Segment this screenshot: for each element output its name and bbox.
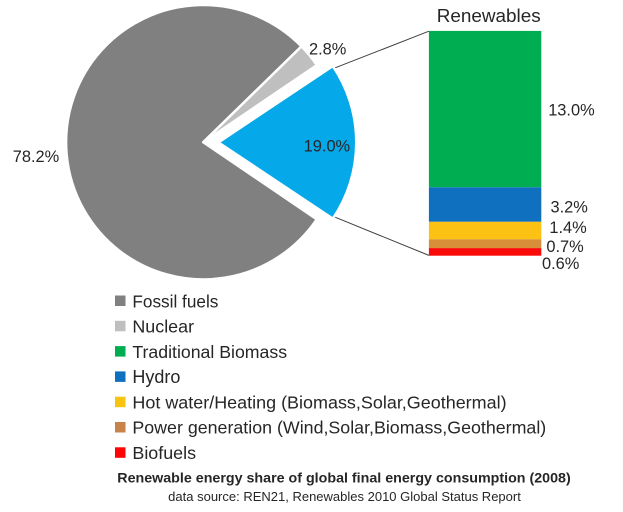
svg-text:Traditional Biomass: Traditional Biomass	[132, 342, 287, 362]
svg-text:1.4%: 1.4%	[549, 219, 586, 237]
svg-text:78.2%: 78.2%	[13, 148, 59, 166]
svg-text:Nuclear: Nuclear	[132, 317, 194, 337]
svg-text:0.6%: 0.6%	[542, 255, 579, 273]
svg-text:Hot water/Heating (Biomass,Sol: Hot water/Heating (Biomass,Solar,Geother…	[132, 392, 506, 412]
svg-text:Renewable energy share of glob: Renewable energy share of global final e…	[117, 471, 571, 487]
svg-text:data source: REN21, Renewables: data source: REN21, Renewables 2010 Glob…	[168, 489, 521, 504]
svg-text:13.0%: 13.0%	[548, 101, 594, 119]
svg-text:Fossil fuels: Fossil fuels	[132, 291, 218, 311]
svg-text:Power generation (Wind,Solar,B: Power generation (Wind,Solar,Biomass,Geo…	[132, 418, 546, 438]
svg-text:Hydro: Hydro	[132, 367, 180, 387]
svg-text:Biofuels: Biofuels	[132, 443, 196, 463]
svg-text:Renewables: Renewables	[437, 6, 541, 27]
svg-text:2.8%: 2.8%	[309, 41, 346, 59]
svg-text:0.7%: 0.7%	[546, 238, 583, 256]
svg-text:3.2%: 3.2%	[551, 199, 588, 217]
svg-text:19.0%: 19.0%	[304, 137, 350, 155]
